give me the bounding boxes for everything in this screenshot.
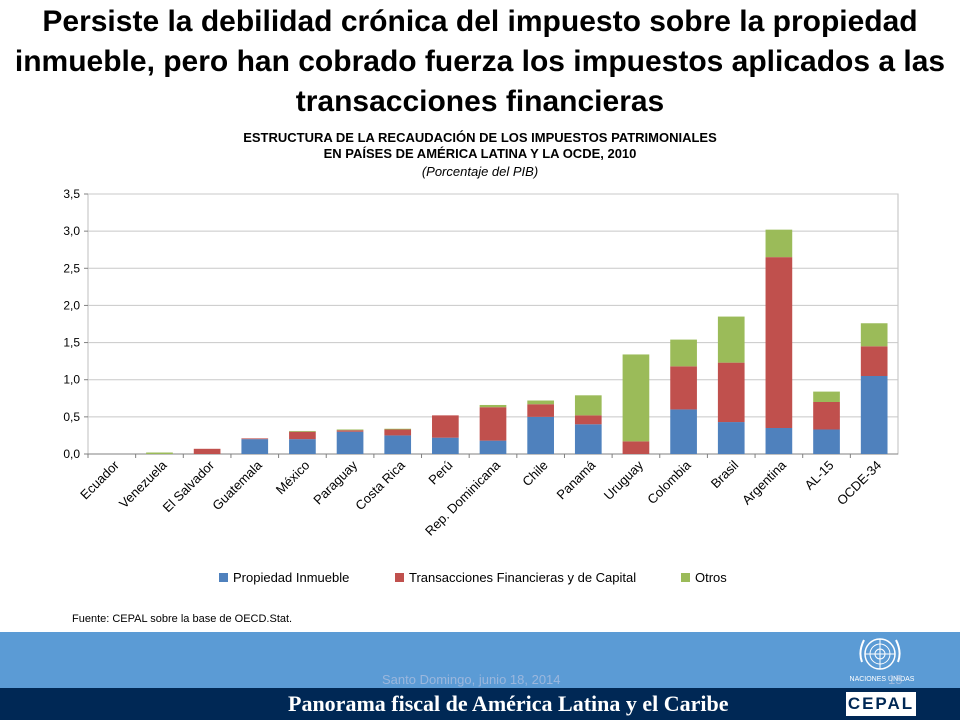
footer-bar: [0, 688, 960, 720]
bar-segment-1: [670, 409, 697, 454]
bar-segment-2: [432, 415, 459, 438]
bar-segment-3: [765, 229, 793, 258]
page-number: 15: [888, 672, 903, 687]
bar-segment-2: [479, 407, 507, 441]
bar-segment-2: [717, 362, 745, 423]
bar-segment-2: [860, 346, 888, 376]
bar-segment-1: [860, 376, 888, 454]
y-tick-label: 1,5: [63, 336, 80, 350]
footer-text: Panorama fiscal de América Latina y el C…: [288, 691, 729, 716]
bar-segment-2: [336, 430, 364, 432]
bar-segment-1: [336, 431, 364, 454]
bar-segment-1: [527, 416, 554, 454]
bar-segment-3: [336, 429, 364, 431]
bar-segment-3: [717, 316, 745, 363]
bar-segment-2: [527, 404, 554, 417]
bar-segment-3: [670, 339, 697, 367]
x-tick-label: Ecuador: [77, 457, 122, 502]
footer-band: [0, 632, 960, 688]
legend-label: Propiedad Inmueble: [233, 570, 349, 585]
bar-segment-1: [479, 440, 507, 454]
legend-swatch: [395, 573, 404, 582]
legend-label: Transacciones Financieras y de Capital: [409, 570, 636, 585]
legend-swatch: [219, 573, 228, 582]
x-tick-label: Colombia: [644, 457, 694, 507]
legend-label: Otros: [695, 570, 727, 585]
bar-segment-2: [765, 257, 793, 428]
x-tick-label: Perú: [425, 458, 455, 488]
legend-swatch: [681, 573, 690, 582]
bar-segment-2: [670, 366, 697, 410]
bar-segment-3: [860, 323, 888, 347]
bar-segment-3: [574, 395, 602, 416]
y-tick-label: 2,5: [63, 261, 80, 275]
bar-segment-3: [813, 391, 840, 402]
un-label: NACIONES UNIDAS: [849, 676, 915, 683]
bar-segment-3: [146, 452, 173, 454]
x-tick-label: Chile: [519, 458, 551, 490]
chart-title: ESTRUCTURA DE LA RECAUDACIÓN DE LOS IMPU…: [60, 130, 900, 162]
y-tick-label: 3,5: [63, 187, 80, 201]
x-tick-label: AL-15: [802, 458, 837, 493]
bar-segment-2: [574, 415, 602, 425]
bar-segment-1: [384, 435, 412, 454]
bar-segment-1: [241, 439, 269, 454]
x-tick-label: Paraguay: [310, 457, 360, 507]
slide-title: Persiste la debilidad crónica del impues…: [14, 5, 946, 118]
bar-segment-1: [432, 437, 459, 454]
bar-segment-2: [193, 448, 221, 454]
cepal-logo: CEPAL: [846, 692, 916, 716]
bar-segment-3: [527, 400, 554, 405]
bar-segment-2: [241, 438, 269, 440]
bar-segment-1: [289, 439, 316, 454]
x-tick-label: Costa Rica: [352, 457, 408, 513]
un-emblem-icon: [859, 638, 901, 670]
bar-segment-2: [813, 402, 840, 430]
x-tick-label: Argentina: [739, 457, 790, 508]
bar-segment-2: [622, 441, 650, 454]
x-tick-label: Brasil: [708, 457, 742, 491]
bar-segment-1: [813, 429, 840, 454]
bar-segment-1: [717, 422, 745, 454]
source-note: Fuente: CEPAL sobre la base de OECD.Stat…: [72, 613, 293, 625]
chart-area: 0,00,51,01,52,02,53,03,5EcuadorVenezuela…: [63, 187, 899, 585]
y-tick-label: 1,0: [63, 373, 80, 387]
x-tick-label: OCDE-34: [834, 458, 884, 508]
chart-subtitle: (Porcentaje del PIB): [421, 164, 539, 179]
y-tick-label: 3,0: [63, 224, 80, 238]
bar-segment-2: [289, 431, 316, 440]
y-tick-label: 0,5: [63, 410, 80, 424]
x-tick-label: Panamá: [554, 457, 599, 502]
x-tick-label: Guatemala: [209, 457, 265, 513]
footer-date: Santo Domingo, junio 18, 2014: [382, 672, 561, 687]
y-tick-label: 2,0: [63, 298, 80, 312]
bar-segment-3: [289, 430, 316, 432]
bar-segment-1: [765, 428, 793, 454]
chart-title-line-1: ESTRUCTURA DE LA RECAUDACIÓN DE LOS IMPU…: [243, 130, 717, 145]
x-tick-label: México: [273, 458, 313, 498]
bar-segment-2: [384, 429, 412, 436]
y-tick-label: 0,0: [63, 447, 80, 461]
bar-segment-3: [622, 354, 650, 442]
chart-title-line-2: EN PAÍSES DE AMÉRICA LATINA Y LA OCDE, 2…: [323, 146, 637, 161]
x-tick-label: El Salvador: [160, 457, 218, 515]
bar-segment-3: [384, 428, 412, 430]
bar-segment-1: [574, 424, 602, 454]
x-tick-label: Uruguay: [601, 457, 647, 503]
bar-segment-3: [479, 404, 507, 408]
